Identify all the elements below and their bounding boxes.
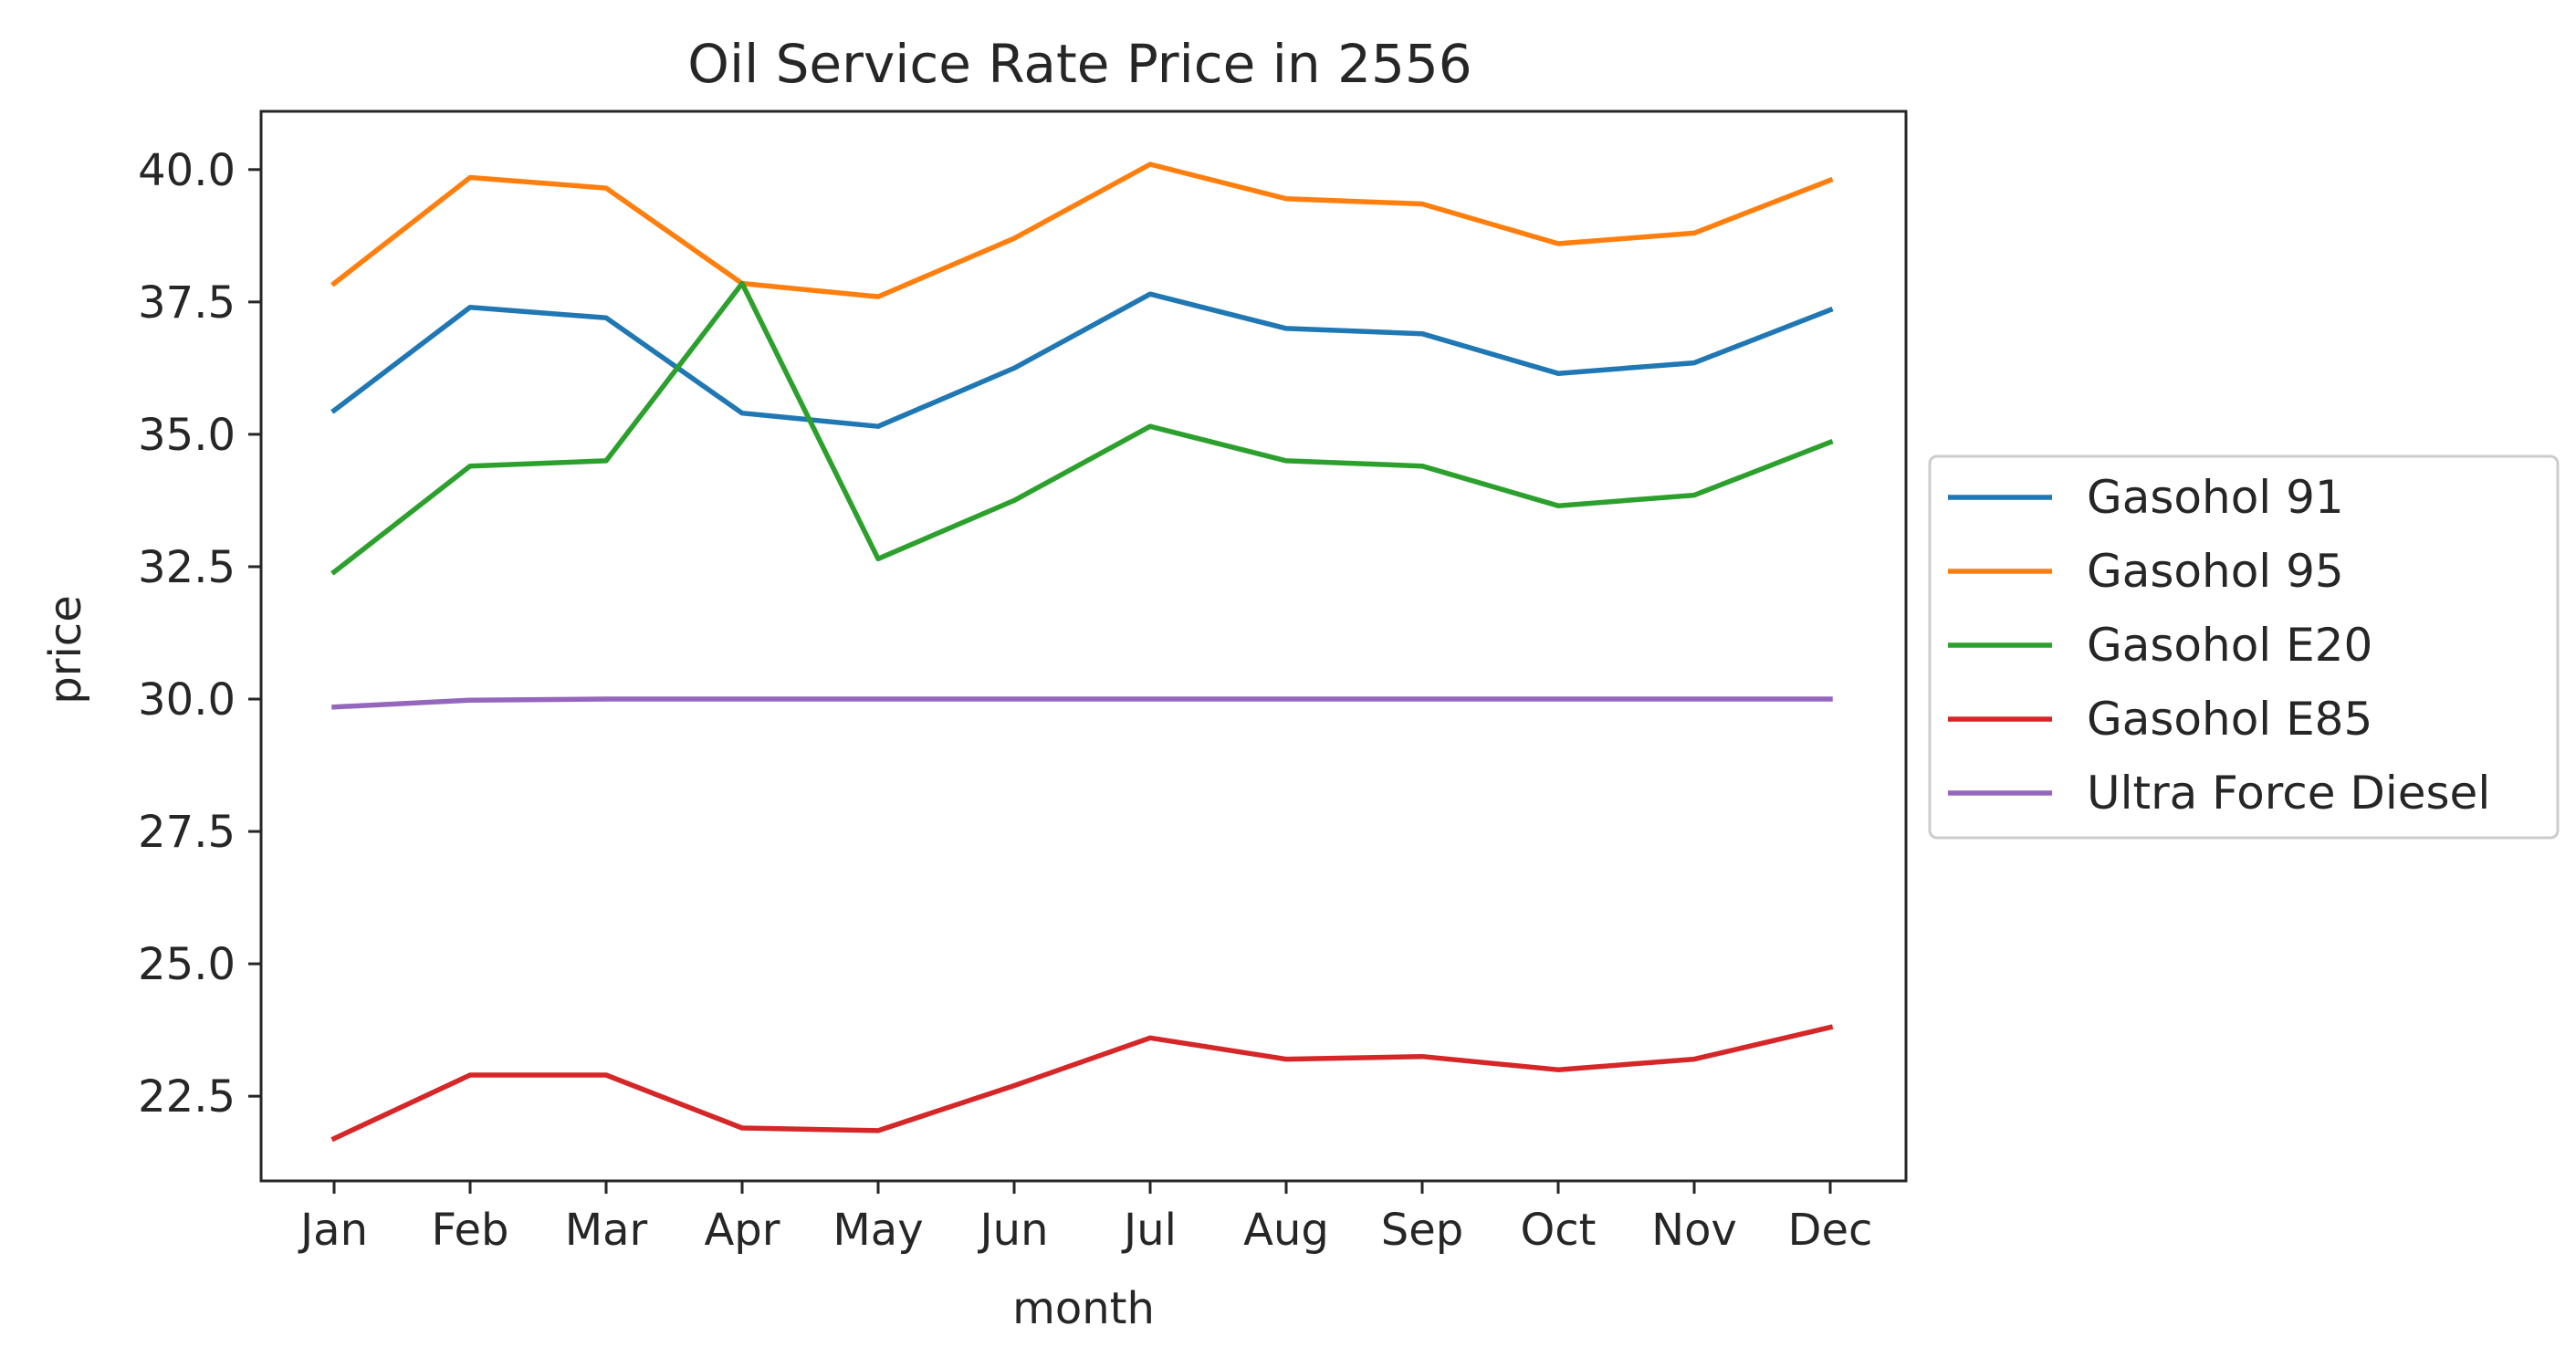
legend-label: Gasohol E85 — [2087, 693, 2372, 746]
x-tick-label: May — [832, 1205, 923, 1256]
y-tick-label: 32.5 — [138, 542, 236, 593]
legend-label: Ultra Force Diesel — [2087, 767, 2490, 820]
y-axis-label: price — [40, 595, 91, 704]
legend-label: Gasohol 91 — [2087, 471, 2344, 524]
y-tick-label: 22.5 — [138, 1071, 236, 1122]
x-tick-label: Sep — [1381, 1205, 1463, 1256]
axes-layer: Jan Feb Mar Apr May Jun Jul Aug Sep Oct Nov Dec 22.5… — [138, 110, 1908, 1256]
x-tick-label: Mar — [565, 1205, 648, 1256]
y-tick-label: 40.0 — [138, 145, 236, 196]
legend-box — [1928, 454, 2560, 840]
series-line-2 — [330, 280, 1834, 576]
x-tick-label: Oct — [1521, 1205, 1597, 1256]
y-tick-label: 27.5 — [138, 807, 236, 858]
x-tick-label: Jan — [298, 1205, 368, 1256]
x-axis-label: month — [1012, 1283, 1155, 1334]
series-layer — [330, 162, 1834, 1143]
series-line-0 — [330, 291, 1834, 429]
plot-frame — [259, 110, 1908, 1183]
x-tick-label: Dec — [1788, 1205, 1873, 1256]
legend: Gasohol 91 Gasohol 95 Gasohol E20 Gasohol E… — [1928, 454, 2560, 840]
x-tick-label: Jun — [978, 1205, 1049, 1256]
series-line-4 — [331, 696, 1833, 710]
x-tick-label: Apr — [704, 1205, 780, 1256]
series-line-3 — [330, 1024, 1834, 1143]
y-tick-label: 25.0 — [138, 939, 236, 990]
x-tick-label: Feb — [432, 1205, 509, 1256]
y-tick-label: 30.0 — [138, 674, 236, 726]
x-tick-label: Nov — [1651, 1205, 1737, 1256]
y-tick-label: 37.5 — [138, 277, 236, 329]
series-line-1 — [330, 162, 1834, 299]
legend-label: Gasohol 95 — [2087, 545, 2344, 598]
y-tick-label: 35.0 — [138, 410, 236, 461]
x-tick-label: Aug — [1243, 1205, 1329, 1256]
x-tick-label: Jul — [1121, 1205, 1177, 1256]
chart-title: Oil Service Rate Price in 2556 — [687, 33, 1471, 95]
legend-label: Gasohol E20 — [2087, 619, 2372, 672]
